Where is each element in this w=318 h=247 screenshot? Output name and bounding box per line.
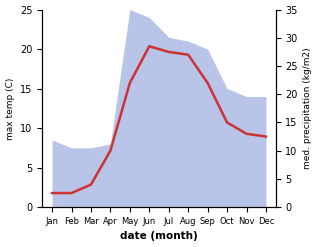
Y-axis label: med. precipitation (kg/m2): med. precipitation (kg/m2) — [303, 48, 313, 169]
Y-axis label: max temp (C): max temp (C) — [5, 77, 15, 140]
X-axis label: date (month): date (month) — [120, 231, 198, 242]
